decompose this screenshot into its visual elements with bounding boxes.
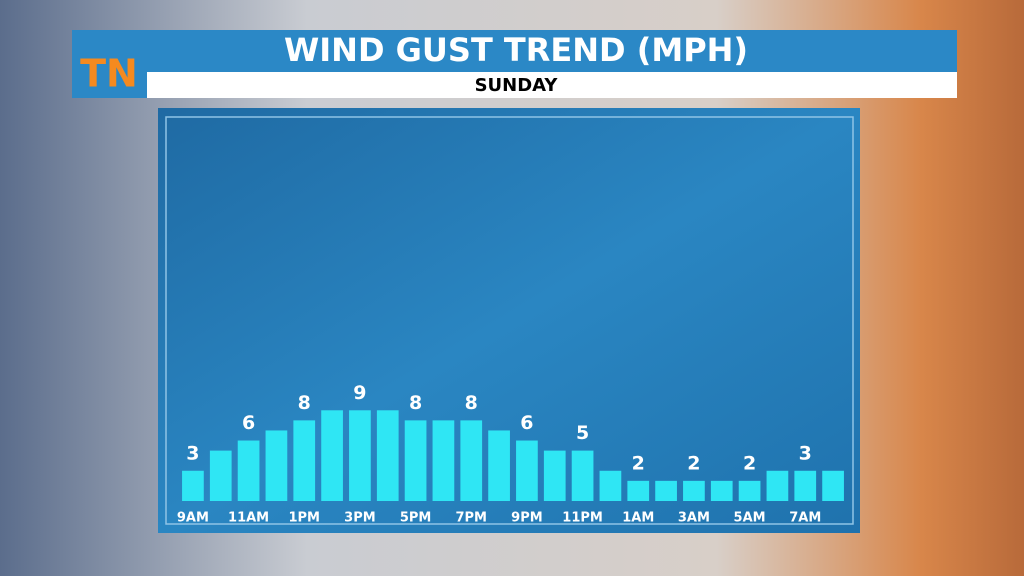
bar [571,450,594,501]
value-label: 2 [632,452,645,474]
bar [321,410,343,501]
bar [460,420,483,501]
value-label: 3 [799,442,812,464]
x-tick-label: 5PM [400,511,432,526]
header-bar [72,30,957,72]
value-label: 6 [242,412,255,434]
plot-border [165,116,854,525]
x-tick-label: 3PM [344,511,376,526]
logo-box [72,30,147,98]
bar [822,470,844,501]
x-tick-label: 1AM [622,511,654,526]
bar [710,480,733,501]
chart-title: WIND GUST TREND (MPH) [284,31,748,69]
bar [182,470,204,501]
logo: TN [80,52,138,96]
bar [376,410,399,501]
bar [488,430,510,501]
x-tick-label: 11AM [228,511,269,526]
bar [683,480,705,501]
x-tick-label: 11PM [562,511,603,526]
value-label: 9 [353,382,366,404]
bar [516,440,538,501]
x-tick-label: 7AM [789,511,821,526]
x-tick-label: 9AM [177,511,209,526]
chart-subtitle: SUNDAY [475,75,559,96]
bar [209,450,232,501]
bar [349,410,371,501]
x-tick-label: 1PM [288,511,320,526]
value-label: 2 [687,452,700,474]
bar [738,480,761,501]
bar [794,470,817,501]
bar [432,420,455,501]
x-tick-label: 7PM [455,511,487,526]
value-label: 8 [465,392,478,414]
value-label: 3 [186,442,199,464]
bar [766,470,789,501]
subtitle-bar [147,72,957,98]
bar [599,470,622,501]
value-label: 8 [298,392,311,414]
bar [265,430,288,501]
bar [237,440,260,501]
x-tick-label: 5AM [734,511,766,526]
value-label: 8 [409,392,422,414]
bar [627,480,650,501]
bar [543,450,566,501]
value-label: 6 [520,412,533,434]
bar [655,480,677,501]
bar [293,420,316,501]
value-label: 2 [743,452,756,474]
value-label: 5 [576,422,589,444]
x-tick-label: 9PM [511,511,543,526]
bar [404,420,427,501]
x-tick-label: 3AM [678,511,710,526]
